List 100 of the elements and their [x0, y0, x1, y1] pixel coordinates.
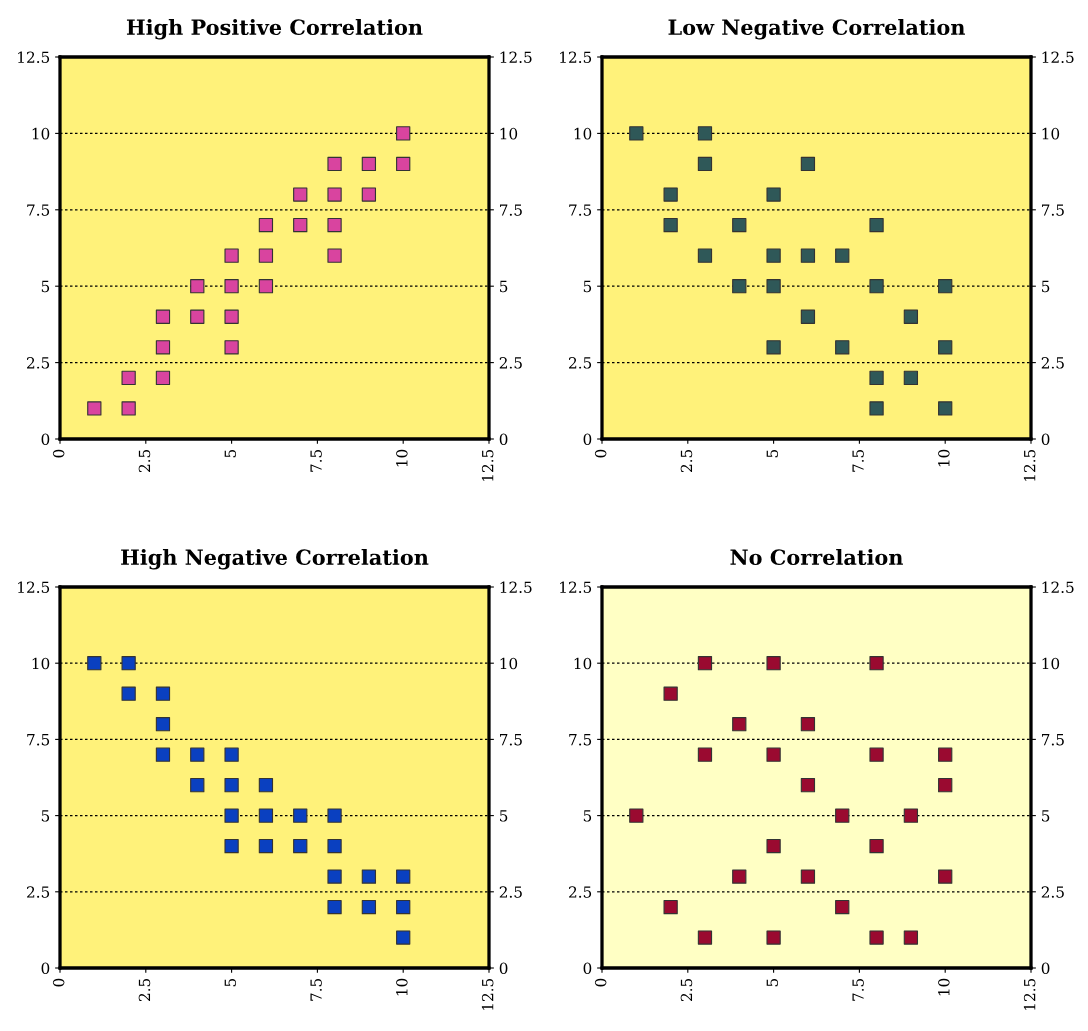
point [938, 279, 953, 294]
y-tick-label: 0 [583, 433, 592, 446]
chart-title: No Correlation [730, 548, 903, 566]
y2-tick-label: 2.5 [1041, 886, 1064, 898]
point [629, 126, 644, 141]
point [766, 838, 781, 854]
point [835, 899, 850, 915]
point [766, 656, 781, 671]
x-tick-label: 2.5 [138, 978, 151, 1001]
point [224, 309, 239, 324]
point [938, 869, 953, 884]
point [800, 777, 816, 793]
point [663, 899, 678, 915]
x-tick-label: 10 [396, 449, 408, 467]
point [396, 930, 411, 945]
point [121, 656, 136, 671]
point [732, 217, 747, 233]
point [361, 899, 377, 915]
point [121, 370, 136, 386]
point [155, 747, 171, 762]
point [396, 869, 411, 884]
y2-tick-label: 10 [1042, 657, 1060, 670]
y-tick-label: 5 [583, 810, 592, 822]
point [938, 340, 953, 355]
y-tick-label: 10 [574, 127, 592, 140]
y-tick-label: 2.5 [569, 357, 592, 369]
point [835, 808, 850, 823]
point [396, 156, 411, 172]
point [327, 899, 342, 915]
point [224, 340, 239, 355]
y2-tick-label: 12.5 [500, 581, 532, 594]
point [903, 309, 919, 324]
y2-tick-label: 2.5 [499, 357, 522, 369]
x-tick-label: 12.5 [1023, 978, 1036, 1010]
point [766, 187, 781, 202]
point [293, 808, 308, 823]
point [190, 747, 205, 762]
point [800, 717, 816, 732]
point [732, 279, 747, 294]
x-tick-label: 0 [594, 978, 607, 987]
point [190, 279, 205, 294]
point [663, 686, 678, 701]
point [869, 401, 884, 416]
y-tick-label: 2.5 [27, 886, 50, 898]
point [697, 930, 713, 945]
point [869, 838, 884, 854]
point [697, 747, 713, 762]
x-tick-label: 12.5 [481, 449, 494, 481]
y-tick-label: 12.5 [560, 51, 592, 64]
x-tick-label: 2.5 [680, 449, 693, 472]
point [938, 747, 953, 762]
point [938, 401, 953, 416]
point [258, 838, 274, 854]
point [800, 156, 816, 172]
point [697, 248, 713, 263]
y-tick-label: 5 [41, 280, 50, 293]
x-tick-label: 0 [52, 449, 65, 458]
y2-tick-label: 5 [1042, 810, 1050, 822]
point [903, 930, 919, 945]
point [190, 777, 205, 793]
point [224, 248, 239, 263]
point [155, 309, 171, 324]
point [732, 717, 747, 732]
chart-title: High Positive Correlation [126, 18, 423, 40]
y2-tick-label: 12.5 [500, 51, 532, 64]
point [361, 187, 377, 202]
x-tick-label: 12.5 [1023, 449, 1036, 481]
x-tick-label: 7.5 [310, 978, 322, 1001]
y2-tick-label: 7.5 [500, 734, 522, 746]
y-tick-label: 10 [574, 657, 592, 670]
x-tick-label: 2.5 [680, 978, 693, 1001]
y2-tick-label: 5 [500, 810, 508, 822]
point [766, 747, 781, 762]
y2-tick-label: 0 [499, 962, 508, 975]
point [155, 340, 171, 355]
y2-tick-label: 10 [1042, 127, 1060, 140]
y-tick-label: 0 [583, 962, 592, 975]
point [327, 156, 342, 172]
point [903, 808, 919, 823]
y-tick-label: 7.5 [27, 204, 50, 216]
point [121, 401, 136, 416]
point [327, 217, 342, 233]
x-tick-label: 5 [766, 978, 779, 987]
y-tick-label: 12.5 [18, 51, 50, 64]
point [190, 309, 205, 324]
y2-tick-label: 2.5 [499, 886, 522, 898]
point [258, 248, 274, 263]
point [258, 777, 274, 793]
point [697, 656, 713, 671]
y2-tick-label: 7.5 [500, 204, 522, 216]
point [293, 217, 308, 233]
x-tick-label: 7.5 [310, 449, 322, 472]
point [663, 187, 678, 202]
y-tick-label: 2.5 [569, 886, 592, 898]
point [903, 370, 919, 386]
y2-tick-label: 0 [499, 433, 508, 446]
point [258, 279, 274, 294]
point [327, 869, 342, 884]
x-tick-label: 7.5 [852, 978, 864, 1001]
point [87, 401, 102, 416]
